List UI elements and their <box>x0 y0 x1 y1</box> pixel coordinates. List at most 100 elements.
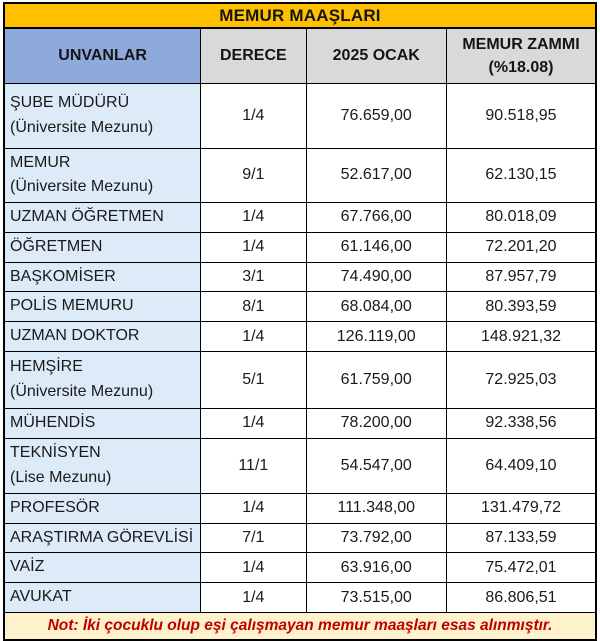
unvan-label: UZMAN DOKTOR <box>10 327 140 345</box>
column-header-derece: DERECE <box>200 27 307 84</box>
salary-table: MEMUR MAAŞLARI UNVANLAR DERECE 2025 OCAK… <box>3 2 597 641</box>
table-row: MEMUR (Üniversite Mezunu) 9/1 52.617,00 62.1… <box>3 147 597 204</box>
unvan-detail: (Lise Mezunu) <box>10 468 112 486</box>
unvan-cell: MEMUR (Üniversite Mezunu) <box>3 147 202 204</box>
derece-cell: 7/1 <box>200 522 307 554</box>
unvan-label: MEMUR <box>10 153 71 171</box>
unvan-label: MÜHENDİS <box>10 414 96 432</box>
salary-table-sheet: MEMUR MAAŞLARI UNVANLAR DERECE 2025 OCAK… <box>3 2 597 641</box>
ocak-2025-cell: 52.617,00 <box>305 147 447 204</box>
column-header-2025-ocak: 2025 OCAK <box>305 27 447 84</box>
ocak-2025-cell: 61.146,00 <box>305 231 447 263</box>
ocak-2025-cell: 54.547,00 <box>305 437 447 494</box>
derece-cell: 1/4 <box>200 408 307 439</box>
ocak-2025-cell: 111.348,00 <box>305 492 447 524</box>
unvan-cell: POLİS MEMURU <box>3 291 202 323</box>
table-row: UZMAN ÖĞRETMEN 1/4 67.766,00 80.018,09 <box>3 202 597 233</box>
footnote-row: Not: İki çocuklu olup eşi çalışmayan mem… <box>3 612 597 641</box>
table-body: ŞUBE MÜDÜRÜ (Üniversite Mezunu) 1/4 76.659,… <box>3 82 597 614</box>
unvan-cell: ŞUBE MÜDÜRÜ (Üniversite Mezunu) <box>3 82 202 149</box>
unvan-cell: TEKNİSYEN (Lise Mezunu) <box>3 437 202 494</box>
table-row: AVUKAT 1/4 73.515,00 86.806,51 <box>3 582 597 614</box>
ocak-2025-cell: 63.916,00 <box>305 552 447 584</box>
memur-zammi-line1: MEMUR ZAMMI <box>462 35 580 53</box>
table-title: MEMUR MAAŞLARI <box>3 2 597 29</box>
derece-cell: 1/4 <box>200 82 307 149</box>
unvan-label: PROFESÖR <box>10 498 100 516</box>
table-row: BAŞKOMİSER 3/1 74.490,00 87.957,79 <box>3 261 597 293</box>
unvan-cell: VAİZ <box>3 552 202 584</box>
zamli-maas-cell: 87.133,59 <box>445 522 597 554</box>
zamli-maas-cell: 64.409,10 <box>445 437 597 494</box>
derece-cell: 1/4 <box>200 552 307 584</box>
header-row: UNVANLAR DERECE 2025 OCAK MEMUR ZAMMI (%… <box>3 27 597 84</box>
zamli-maas-cell: 72.925,03 <box>445 351 597 410</box>
derece-cell: 1/4 <box>200 231 307 263</box>
unvan-cell: HEMŞİRE (Üniversite Mezunu) <box>3 351 202 410</box>
unvan-cell: PROFESÖR <box>3 492 202 524</box>
zamli-maas-cell: 75.472,01 <box>445 552 597 584</box>
title-row: MEMUR MAAŞLARI <box>3 2 597 29</box>
derece-cell: 1/4 <box>200 492 307 524</box>
ocak-2025-cell: 61.759,00 <box>305 351 447 410</box>
footnote: Not: İki çocuklu olup eşi çalışmayan mem… <box>3 612 597 641</box>
unvan-cell: ARAŞTIRMA GÖREVLİSİ <box>3 522 202 554</box>
derece-cell: 1/4 <box>200 582 307 614</box>
unvan-detail: (Üniversite Mezunu) <box>10 178 154 196</box>
unvan-cell: UZMAN DOKTOR <box>3 321 202 353</box>
unvan-cell: MÜHENDİS <box>3 408 202 439</box>
zamli-maas-cell: 80.393,59 <box>445 291 597 323</box>
unvan-cell: ÖĞRETMEN <box>3 231 202 263</box>
unvan-cell: AVUKAT <box>3 582 202 614</box>
derece-cell: 1/4 <box>200 202 307 233</box>
column-header-memur-zammi: MEMUR ZAMMI (%18.08) <box>445 27 597 84</box>
unvan-label: UZMAN ÖĞRETMEN <box>10 208 164 226</box>
zamli-maas-cell: 80.018,09 <box>445 202 597 233</box>
table-row: TEKNİSYEN (Lise Mezunu) 11/1 54.547,00 64.40… <box>3 437 597 494</box>
ocak-2025-cell: 76.659,00 <box>305 82 447 149</box>
derece-cell: 9/1 <box>200 147 307 204</box>
unvan-label: ARAŞTIRMA GÖREVLİSİ <box>10 528 194 546</box>
zamli-maas-cell: 90.518,95 <box>445 82 597 149</box>
unvan-cell: UZMAN ÖĞRETMEN <box>3 202 202 233</box>
table-row: POLİS MEMURU 8/1 68.084,00 80.393,59 <box>3 291 597 323</box>
table-row: ÖĞRETMEN 1/4 61.146,00 72.201,20 <box>3 231 597 263</box>
unvan-detail: (Üniversite Mezunu) <box>10 383 154 401</box>
table-row: ŞUBE MÜDÜRÜ (Üniversite Mezunu) 1/4 76.659,… <box>3 82 597 149</box>
zamli-maas-cell: 86.806,51 <box>445 582 597 614</box>
ocak-2025-cell: 126.119,00 <box>305 321 447 353</box>
ocak-2025-cell: 68.084,00 <box>305 291 447 323</box>
ocak-2025-cell: 73.515,00 <box>305 582 447 614</box>
derece-cell: 3/1 <box>200 261 307 293</box>
ocak-2025-cell: 78.200,00 <box>305 408 447 439</box>
zamli-maas-cell: 72.201,20 <box>445 231 597 263</box>
unvan-label: VAİZ <box>10 558 45 576</box>
table-row: ARAŞTIRMA GÖREVLİSİ 7/1 73.792,00 87.133,59 <box>3 522 597 554</box>
zamli-maas-cell: 148.921,32 <box>445 321 597 353</box>
unvan-label: TEKNİSYEN <box>10 444 101 462</box>
unvan-label: HEMŞİRE <box>10 358 83 376</box>
unvan-label: BAŞKOMİSER <box>10 267 116 285</box>
zamli-maas-cell: 87.957,79 <box>445 261 597 293</box>
table-row: MÜHENDİS 1/4 78.200,00 92.338,56 <box>3 408 597 439</box>
derece-cell: 5/1 <box>200 351 307 410</box>
unvan-label: ŞUBE MÜDÜRÜ <box>10 93 130 111</box>
zamli-maas-cell: 92.338,56 <box>445 408 597 439</box>
table-row: HEMŞİRE (Üniversite Mezunu) 5/1 61.759,00 72… <box>3 351 597 410</box>
unvan-label: POLİS MEMURU <box>10 297 134 315</box>
table-row: VAİZ 1/4 63.916,00 75.472,01 <box>3 552 597 584</box>
ocak-2025-cell: 73.792,00 <box>305 522 447 554</box>
unvan-detail: (Üniversite Mezunu) <box>10 118 154 136</box>
unvan-label: AVUKAT <box>10 588 72 606</box>
derece-cell: 1/4 <box>200 321 307 353</box>
unvan-cell: BAŞKOMİSER <box>3 261 202 293</box>
derece-cell: 11/1 <box>200 437 307 494</box>
table-row: PROFESÖR 1/4 111.348,00 131.479,72 <box>3 492 597 524</box>
zamli-maas-cell: 131.479,72 <box>445 492 597 524</box>
column-header-unvanlar: UNVANLAR <box>3 27 202 84</box>
table-row: UZMAN DOKTOR 1/4 126.119,00 148.921,32 <box>3 321 597 353</box>
ocak-2025-cell: 74.490,00 <box>305 261 447 293</box>
unvan-label: ÖĞRETMEN <box>10 237 103 255</box>
zamli-maas-cell: 62.130,15 <box>445 147 597 204</box>
ocak-2025-cell: 67.766,00 <box>305 202 447 233</box>
